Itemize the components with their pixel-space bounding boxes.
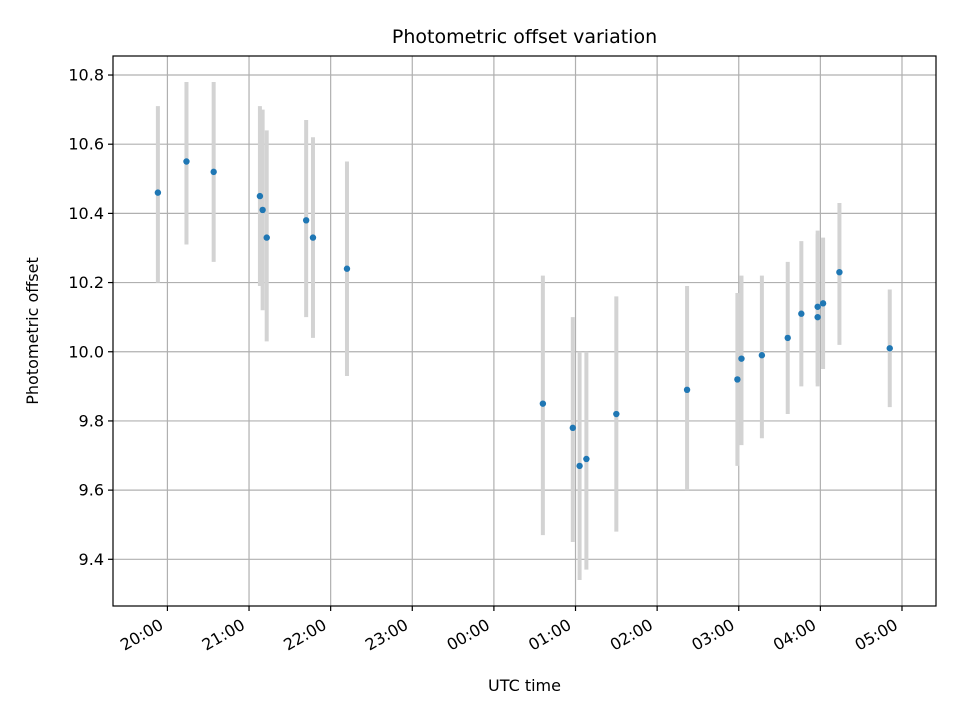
grid-lines bbox=[113, 56, 936, 606]
data-point bbox=[886, 345, 893, 352]
y-tick-label: 9.8 bbox=[79, 411, 104, 430]
data-point bbox=[734, 376, 741, 383]
chart-title: Photometric offset variation bbox=[392, 26, 657, 48]
y-tick-label: 10.0 bbox=[68, 342, 104, 361]
data-point bbox=[814, 313, 821, 321]
data-point bbox=[154, 189, 162, 196]
data-point bbox=[758, 352, 766, 359]
data-point bbox=[539, 400, 547, 407]
data-point bbox=[836, 268, 843, 276]
data-point bbox=[259, 206, 266, 214]
data-point bbox=[683, 386, 691, 394]
data-point bbox=[798, 310, 805, 317]
data-point bbox=[256, 192, 264, 200]
data-point bbox=[583, 455, 590, 463]
data-point bbox=[569, 424, 576, 432]
y-tick-label: 10.2 bbox=[68, 273, 104, 292]
data-point bbox=[738, 355, 745, 362]
y-tick-label: 9.6 bbox=[79, 481, 104, 500]
y-tick-label: 10.8 bbox=[68, 66, 104, 85]
data-point bbox=[613, 410, 620, 418]
data-point bbox=[343, 265, 351, 272]
data-point bbox=[814, 303, 821, 310]
y-tick-labels: 9.4 9.6 9.8 10.0 10.2 10.4 10.6 10.8 bbox=[68, 66, 104, 569]
data-point bbox=[183, 158, 190, 165]
data-point bbox=[210, 168, 217, 176]
y-tick-label: 9.4 bbox=[79, 550, 104, 569]
x-axis-label: UTC time bbox=[488, 676, 561, 695]
data-point bbox=[576, 462, 583, 470]
y-axis-label: Photometric offset bbox=[23, 257, 42, 405]
data-point bbox=[784, 334, 791, 342]
y-tick-label: 10.6 bbox=[68, 135, 104, 154]
tick-marks bbox=[108, 74, 903, 611]
y-tick-label: 10.4 bbox=[68, 204, 104, 223]
data-point bbox=[309, 234, 317, 241]
plot-frame bbox=[112, 55, 937, 607]
data-point bbox=[263, 234, 270, 241]
data-points bbox=[154, 158, 893, 470]
data-point bbox=[302, 217, 310, 224]
data-point bbox=[819, 300, 827, 307]
